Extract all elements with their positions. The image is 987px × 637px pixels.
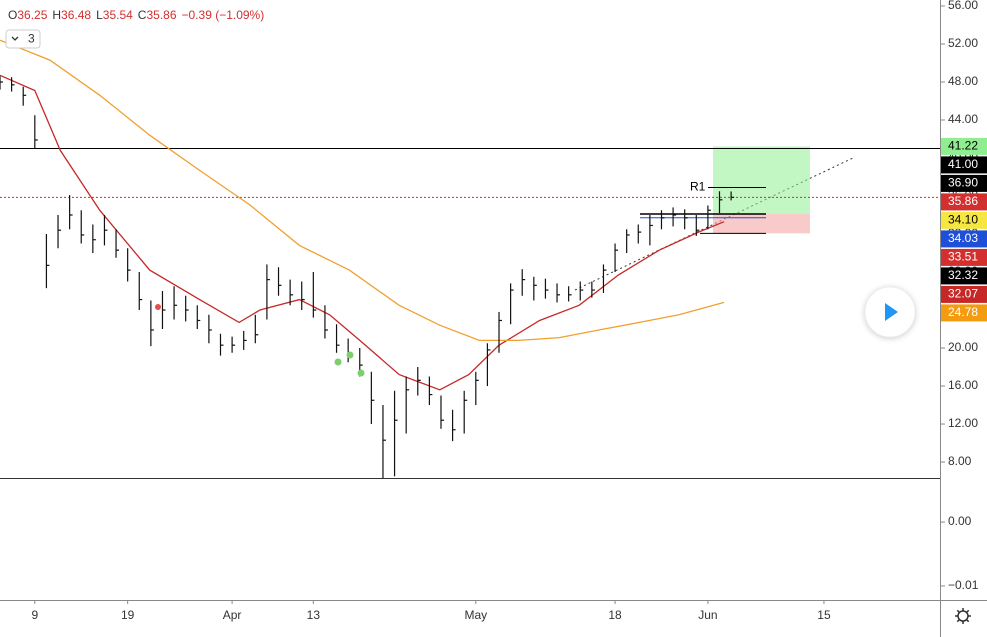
ohlc-key: O [8, 8, 17, 22]
moving-average [0, 39, 725, 342]
ohlc-value: 36.25 [17, 8, 47, 22]
signal-dot [346, 351, 354, 359]
ohlc-value: 36.48 [61, 8, 91, 22]
play-icon [885, 303, 898, 321]
indicator-toggle[interactable] [5, 29, 41, 49]
price-label-bg [941, 211, 987, 229]
settings-icon[interactable] [955, 608, 971, 624]
price-label: 36.90 [948, 176, 978, 190]
y-tick-label: 8.00 [948, 454, 972, 468]
y-tick-label: 20.00 [948, 340, 978, 354]
ohlc-key: C [138, 8, 147, 22]
price-label: 41.00 [948, 157, 978, 171]
price-label: 32.07 [948, 287, 978, 301]
y-tick-label: 12.00 [948, 416, 978, 430]
ohlc-key: L [96, 8, 103, 22]
x-tick-label: Jun [698, 608, 717, 622]
x-tick-label: Apr [223, 608, 242, 622]
price-label: 34.03 [948, 231, 978, 245]
signal-dot [334, 358, 342, 366]
price-label-bg [941, 174, 987, 192]
signal-dot [357, 369, 365, 377]
gear-teeth [955, 608, 971, 624]
price-label: 32.32 [948, 268, 978, 282]
y-tick-label: 16.00 [948, 378, 978, 392]
ohlc-key: H [52, 8, 61, 22]
price-label-bg [941, 137, 987, 155]
price-label: 33.51 [948, 250, 978, 264]
price-label: 34.10 [948, 213, 978, 227]
y-tick-label: −0.01 [948, 578, 979, 592]
x-tick-label: May [464, 608, 487, 622]
trend-line [574, 156, 856, 291]
price-label-bg [941, 230, 987, 248]
y-tick-label: 48.00 [948, 74, 978, 88]
price-label-bg [941, 248, 987, 266]
chevron-icon [11, 36, 19, 41]
stop-zone [713, 214, 810, 234]
ohlc-value: 35.86 [146, 8, 176, 22]
price-label-bg [941, 193, 987, 211]
x-tick-label: 19 [121, 608, 135, 622]
ohlc-value: 35.54 [103, 8, 133, 22]
price-label: 24.78 [948, 305, 978, 319]
price-label-bg [941, 267, 987, 285]
price-label-bg [941, 156, 987, 174]
x-tick-label: 15 [817, 608, 831, 622]
price-label: 35.86 [948, 194, 978, 208]
indicator-count: 3 [28, 32, 35, 46]
price-change: −0.39 (−1.09%) [182, 8, 265, 22]
price-label-bg [941, 285, 987, 303]
price-label: 41.22 [948, 139, 978, 153]
price-label-bg [941, 304, 987, 322]
y-tick-label: 56.00 [948, 0, 978, 12]
y-tick-label: 44.00 [948, 112, 978, 126]
signal-dot [155, 304, 161, 310]
y-tick-label: 0.00 [948, 514, 972, 528]
r1-label: R1 [690, 180, 706, 194]
target-zone [713, 146, 810, 215]
x-tick-label: 13 [307, 608, 321, 622]
y-tick-label: 52.00 [948, 36, 978, 50]
ohlc-header: O 36.25 H 36.48 L 35.54 C 35.86 −0.39 (−1.09%) [8, 8, 264, 22]
x-tick-label: 18 [608, 608, 622, 622]
x-tick-label: 9 [31, 608, 38, 622]
